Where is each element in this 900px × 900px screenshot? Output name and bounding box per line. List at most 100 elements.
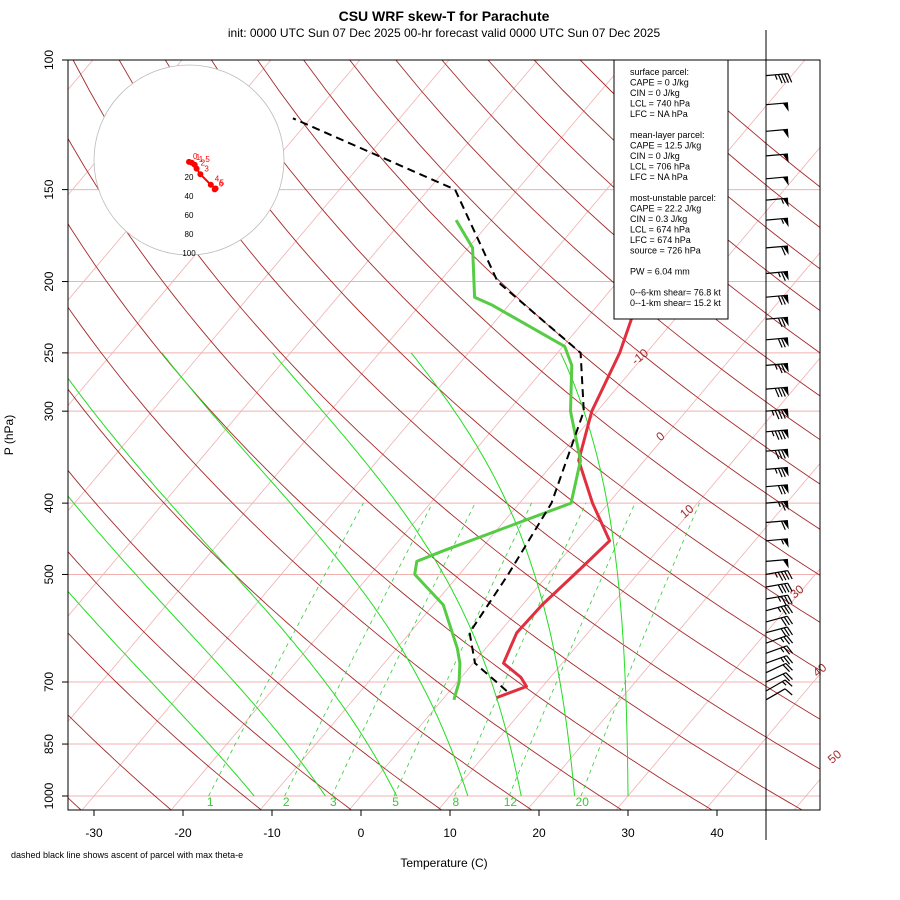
barb-full-feather xyxy=(777,468,783,478)
isotherm-line xyxy=(81,60,717,810)
barb-shaft xyxy=(765,408,788,412)
barb-half-feather xyxy=(780,657,785,663)
barb-full-feather xyxy=(780,571,787,581)
wind-barb xyxy=(765,672,793,683)
hodograph-point-label: 6 xyxy=(219,179,224,188)
hodograph-point-label: 4 xyxy=(215,175,220,184)
dry-adiabat-line xyxy=(68,632,263,810)
barb-shaft xyxy=(765,538,788,542)
barb-pennant xyxy=(782,102,789,112)
barb-half-feather xyxy=(777,501,781,508)
barb-full-feather xyxy=(780,501,786,511)
barb-full-feather xyxy=(774,430,780,440)
barb-full-feather xyxy=(777,338,783,348)
barb-full-feather xyxy=(783,595,790,605)
barb-full-feather xyxy=(777,317,783,328)
barb-full-feather xyxy=(780,584,787,593)
barb-pennant xyxy=(782,449,789,459)
wind-barb xyxy=(765,448,789,460)
barb-full-feather xyxy=(777,295,783,306)
wind-barb xyxy=(765,217,789,228)
moist-adiabat-line xyxy=(161,352,469,797)
barb-shaft xyxy=(765,570,788,575)
isotherm-line xyxy=(526,462,820,810)
moist-adiabat-line xyxy=(68,495,326,797)
isotherm-label: 30 xyxy=(787,582,806,602)
dry-adiabat-line xyxy=(164,60,820,671)
barb-half-feather xyxy=(777,272,781,278)
y-tick-label: 150 xyxy=(42,179,56,199)
mixing-ratio-label: 8 xyxy=(453,795,460,809)
barb-pennant xyxy=(782,246,789,255)
hodograph-point xyxy=(193,165,200,172)
mixing-ratio-label: 3 xyxy=(330,795,337,809)
x-axis-label: Temperature (C) xyxy=(400,856,487,870)
chart-title: CSU WRF skew-T for Parachute xyxy=(339,8,550,24)
barb-half-feather xyxy=(780,539,785,545)
dry-adiabat-line xyxy=(68,551,353,810)
isotherm-line xyxy=(68,60,628,723)
barb-full-feather xyxy=(787,73,793,83)
barb-shaft xyxy=(765,594,788,600)
y-tick-label: 700 xyxy=(42,672,56,692)
wind-barb xyxy=(765,635,794,645)
barb-half-feather xyxy=(771,431,775,437)
barb-full-feather xyxy=(777,430,783,440)
wind-barb xyxy=(765,520,789,531)
barb-full-feather xyxy=(783,616,790,626)
barb-full-feather xyxy=(783,570,790,580)
mixing-ratio-label: 12 xyxy=(504,795,518,809)
isotherm-line xyxy=(882,60,900,812)
barb-full-feather xyxy=(783,583,790,593)
barb-half-feather xyxy=(780,647,785,653)
mixing-ratio-label: 5 xyxy=(392,795,399,809)
barb-full-feather xyxy=(774,450,780,460)
wind-barb xyxy=(765,176,789,186)
barb-pennant xyxy=(782,198,789,208)
barb-shaft xyxy=(765,688,786,701)
dry-adiabat-line xyxy=(118,60,820,720)
series-parcel-line xyxy=(292,117,585,692)
wind-barb xyxy=(765,688,793,701)
info-box-frame xyxy=(613,59,729,320)
dry-adiabat-line xyxy=(303,60,820,530)
barb-full-feather xyxy=(784,688,793,696)
barb-pennant xyxy=(782,429,789,439)
barb-half-feather xyxy=(774,572,778,578)
wind-barb xyxy=(765,153,789,163)
x-tick-label: 40 xyxy=(710,826,724,840)
dry-adiabat-line xyxy=(68,714,172,810)
isotherm-line xyxy=(704,673,820,810)
info-box-line: CAPE = 12.5 J/kg xyxy=(630,141,701,151)
barb-shaft xyxy=(765,635,787,644)
barb-full-feather xyxy=(780,317,786,327)
barb-full-feather xyxy=(777,364,783,374)
wind-barb xyxy=(765,362,789,374)
barb-full-feather xyxy=(786,655,794,664)
hodograph-ring-label: 100 xyxy=(182,249,196,258)
wind-barb xyxy=(765,655,794,665)
isotherm-label: 50 xyxy=(825,747,844,767)
hodograph-point-label: 1.5 xyxy=(199,155,211,164)
barb-pennant xyxy=(782,484,789,494)
dry-adiabat-line xyxy=(68,388,533,810)
x-tick-label: 0 xyxy=(358,826,365,840)
barb-half-feather xyxy=(774,364,778,370)
barb-half-feather xyxy=(780,218,785,224)
wind-barb xyxy=(765,102,789,112)
barb-full-feather xyxy=(777,449,783,460)
wind-barb xyxy=(765,73,793,84)
wind-barb xyxy=(765,594,793,605)
barb-shaft xyxy=(765,270,788,275)
y-tick-label: 200 xyxy=(42,271,56,291)
wind-barb xyxy=(765,604,794,615)
wind-barb xyxy=(765,128,789,139)
wind-barb xyxy=(765,626,794,637)
moist-adiabat-line xyxy=(560,352,629,796)
barb-full-feather xyxy=(780,606,787,615)
hodograph-ring-label: 80 xyxy=(185,230,194,239)
wind-barb xyxy=(765,316,789,328)
barb-half-feather xyxy=(774,74,778,80)
